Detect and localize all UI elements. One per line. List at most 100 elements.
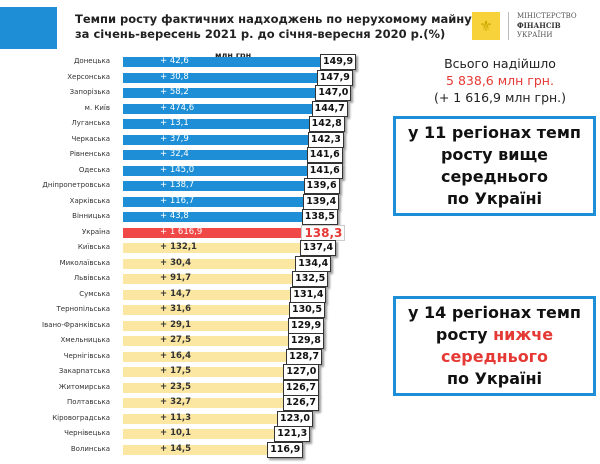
increment-label: + 132,1 bbox=[160, 242, 197, 252]
region-label: Хмельницька bbox=[60, 336, 110, 344]
value-label: 116,9 bbox=[267, 441, 304, 458]
bar bbox=[123, 413, 277, 424]
bar bbox=[123, 57, 320, 67]
increment-label: + 14,5 bbox=[160, 443, 192, 454]
increment-label: + 29,1 bbox=[160, 319, 192, 330]
region-label: Рівненська bbox=[69, 150, 110, 158]
increment-label: + 27,5 bbox=[160, 335, 192, 345]
value-label: 128,7 bbox=[286, 348, 323, 365]
increment-label: + 10,1 bbox=[160, 428, 192, 438]
bar-row: Харківська + 116,7 139,4 bbox=[0, 193, 400, 210]
increment-label: + 16,4 bbox=[160, 350, 192, 361]
title-line-1: Темпи росту фактичних надходжень по неру… bbox=[75, 12, 472, 26]
ministry-logo: ⚜ МІНІСТЕРСТВО ФІНАНСІВ УКРАЇНИ bbox=[472, 12, 577, 40]
bar bbox=[123, 382, 283, 393]
bar bbox=[123, 429, 275, 439]
decorative-blue-square bbox=[0, 7, 57, 49]
bar-row: Закарпатська + 17,5 127,0 bbox=[0, 364, 400, 380]
bar bbox=[123, 398, 283, 408]
bar-row: Вінницька + 43,8 138,5 bbox=[0, 209, 400, 225]
value-label: 134,4 bbox=[295, 255, 332, 272]
value-label: 131,4 bbox=[290, 286, 327, 303]
region-label: Черкаська bbox=[71, 134, 110, 143]
logo-line-2: ФІНАНСІВ bbox=[517, 21, 561, 30]
bar-row: Львівська + 91,7 132,5 bbox=[0, 271, 400, 287]
value-label: 142,3 bbox=[307, 131, 344, 148]
bar bbox=[123, 320, 288, 331]
logo-divider bbox=[508, 12, 509, 40]
region-label: Тернопільська bbox=[56, 305, 111, 313]
bar-row: Черкаська + 37,9 142,3 bbox=[0, 131, 400, 148]
region-label: Закарпатська bbox=[58, 367, 110, 375]
region-label: Житомирська bbox=[58, 382, 110, 391]
value-label: 137,4 bbox=[300, 240, 337, 256]
increment-label: + 145,0 bbox=[160, 164, 195, 175]
total-summary: Всього надійшло 5 838,6 млн грн. (+ 1 61… bbox=[400, 55, 600, 106]
value-label: 126,7 bbox=[282, 395, 319, 411]
bar-row: Донецька + 42,6 149,9 bbox=[0, 54, 400, 70]
region-label: Миколаївська bbox=[59, 258, 110, 267]
bar bbox=[123, 119, 309, 129]
value-label: 139,4 bbox=[303, 193, 340, 210]
bar-row: Одеська + 145,0 141,6 bbox=[0, 162, 400, 179]
unit-label: млн грн bbox=[215, 51, 252, 60]
value-label: 130,5 bbox=[288, 302, 326, 318]
above-average-box: у 11 регіонах темп росту вище середнього… bbox=[393, 116, 596, 216]
value-label: 141,6 bbox=[306, 147, 343, 163]
bar bbox=[123, 243, 300, 253]
summary-total: 5 838,6 млн грн. bbox=[446, 73, 554, 88]
increment-label: + 138,7 bbox=[160, 180, 195, 190]
summary-increment: (+ 1 616,9 млн грн.) bbox=[433, 90, 567, 105]
increment-label: + 58,2 bbox=[160, 87, 189, 97]
value-label: 121,3 bbox=[274, 426, 311, 442]
value-label: 141,6 bbox=[306, 162, 343, 179]
region-label: Луганська bbox=[71, 119, 110, 127]
bar-row: Миколаївська + 30,4 134,4 bbox=[0, 255, 400, 272]
bar bbox=[123, 289, 291, 300]
chart-title: Темпи росту фактичних надходжень по неру… bbox=[75, 12, 472, 42]
value-label: 144,7 bbox=[311, 100, 348, 117]
increment-label: + 32,7 bbox=[160, 397, 192, 407]
region-label: Херсонська bbox=[67, 72, 110, 81]
below-average-box: у 14 регіонах темп росту нижче середньог… bbox=[393, 296, 596, 396]
increment-label: + 30,8 bbox=[160, 71, 189, 82]
bar-row: Житомирська + 23,5 126,7 bbox=[0, 379, 400, 396]
bar bbox=[123, 367, 284, 377]
region-label: Полтавська bbox=[66, 398, 110, 406]
bar-row: Кіровоградська + 11,3 123,0 bbox=[0, 410, 400, 427]
box-below-line-3: середнього bbox=[440, 347, 549, 366]
bar bbox=[123, 336, 288, 346]
logo-line-1: МІНІСТЕРСТВО bbox=[517, 12, 577, 20]
increment-label: + 14,7 bbox=[160, 288, 192, 299]
increment-label: + 42,6 bbox=[160, 56, 189, 66]
bar bbox=[123, 196, 304, 207]
box-above-line-3: середнього bbox=[440, 167, 549, 186]
bar-row: Волинська + 14,5 116,9 bbox=[0, 441, 400, 458]
bar bbox=[123, 150, 307, 160]
region-label: Чернігівська bbox=[63, 351, 110, 360]
bar bbox=[123, 258, 296, 269]
box-below-line-1: у 14 регіонах темп bbox=[408, 303, 581, 322]
region-label: Вінницька bbox=[72, 212, 110, 220]
bar bbox=[123, 134, 308, 145]
region-label: Чернівецька bbox=[64, 429, 110, 437]
logo-line-3: УКРАЇНИ bbox=[517, 31, 553, 39]
bar-row: Хмельницька + 27,5 129,8 bbox=[0, 333, 400, 349]
bar-row: Херсонська + 30,8 147,9 bbox=[0, 69, 400, 86]
title-line-2: за січень-вересень 2021 р. до січня-вере… bbox=[75, 27, 446, 41]
bar-row: Чернігівська + 16,4 128,7 bbox=[0, 348, 400, 365]
summary-line-1: Всього надійшло bbox=[444, 56, 556, 71]
increment-label: + 91,7 bbox=[160, 273, 192, 283]
box-above-line-4: по Україні bbox=[446, 189, 543, 208]
value-label: 129,9 bbox=[288, 317, 325, 334]
increment-label: + 43,8 bbox=[160, 211, 189, 221]
value-label: 147,0 bbox=[315, 85, 352, 101]
increment-label: + 32,4 bbox=[160, 149, 189, 159]
bar-row: м. Київ + 474,6 144,7 bbox=[0, 100, 400, 117]
region-label: Івано-Франківська bbox=[42, 320, 110, 329]
bar bbox=[123, 72, 317, 83]
bar bbox=[123, 212, 302, 222]
bar-row: Івано-Франківська + 29,1 129,9 bbox=[0, 317, 400, 334]
bar-row: Полтавська + 32,7 126,7 bbox=[0, 395, 400, 411]
value-label: 142,8 bbox=[308, 116, 345, 132]
